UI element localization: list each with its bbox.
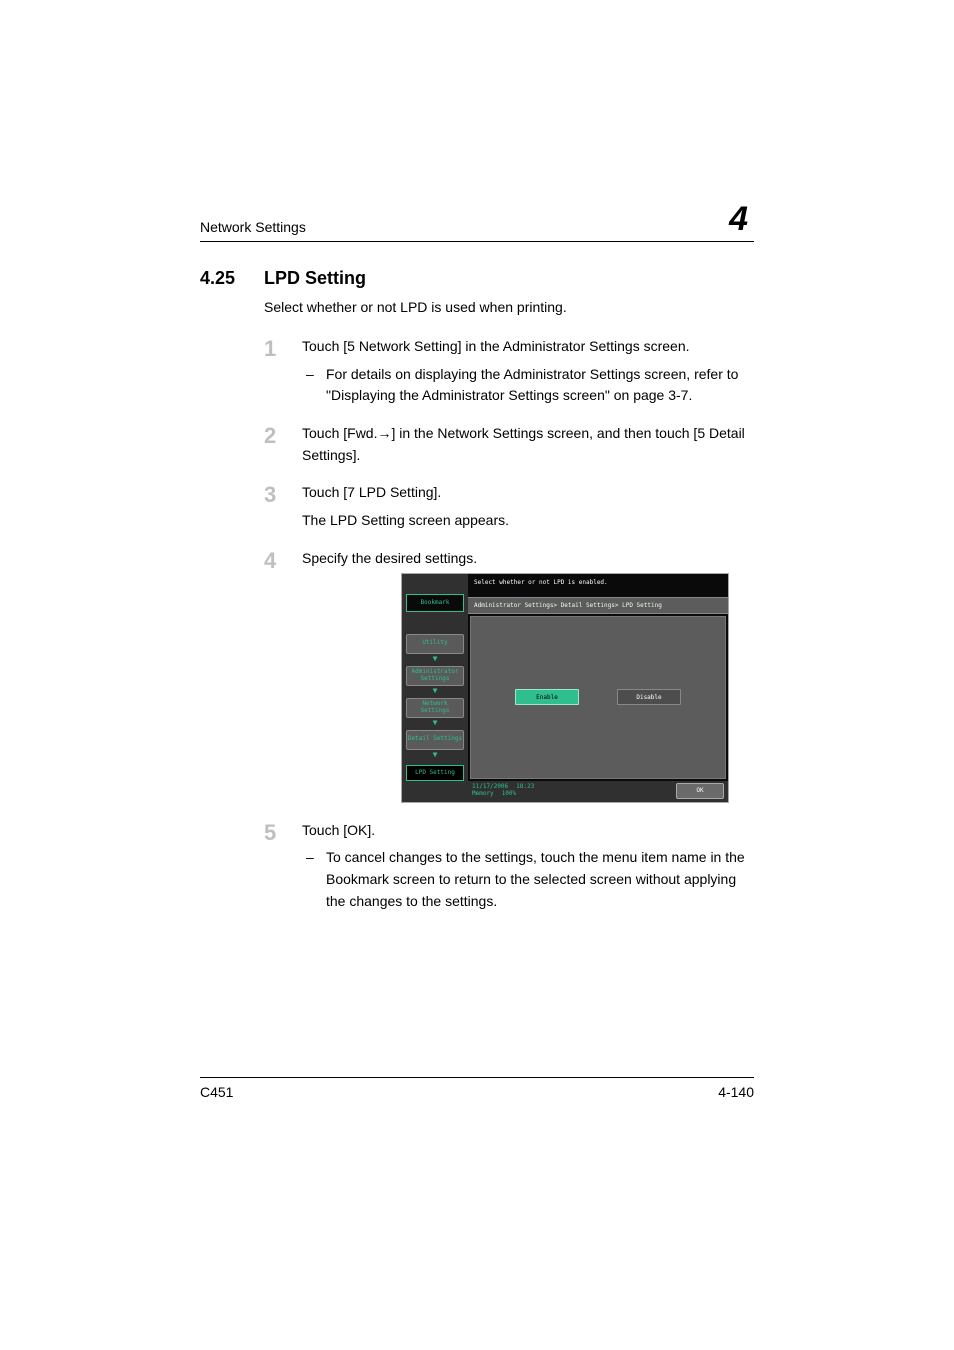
device-instruction: Select whether or not LPD is enabled. bbox=[468, 574, 728, 597]
section-intro: Select whether or not LPD is used when p… bbox=[264, 297, 754, 318]
chevron-down-icon: ▼ bbox=[433, 751, 438, 759]
nav-network-settings[interactable]: Network Settings bbox=[406, 698, 464, 718]
device-screenshot: Bookmark Utility ▼ Administrator Setting… bbox=[402, 574, 728, 802]
chevron-down-icon: ▼ bbox=[433, 655, 438, 663]
footer-memory-label: Memory bbox=[472, 791, 494, 798]
step-text: Touch [OK]. bbox=[302, 822, 375, 838]
step-5-sub-1: To cancel changes to the settings, touch… bbox=[302, 847, 754, 912]
running-title: Network Settings bbox=[200, 219, 306, 239]
device-sidebar: Bookmark Utility ▼ Administrator Setting… bbox=[402, 574, 468, 781]
step-1-sub: For details on displaying the Administra… bbox=[302, 364, 754, 407]
step-1-sub-1: For details on displaying the Administra… bbox=[302, 364, 754, 407]
footer-time: 18:23 bbox=[516, 784, 534, 791]
section-heading: 4.25 LPD Setting bbox=[200, 268, 754, 289]
running-header: Network Settings 4 bbox=[200, 200, 754, 242]
disable-button[interactable]: Disable bbox=[617, 689, 681, 705]
option-panel: Enable Disable bbox=[470, 616, 726, 778]
step-text: Specify the desired settings. bbox=[302, 550, 477, 566]
bookmark-button[interactable]: Bookmark bbox=[406, 594, 464, 612]
step-text: Touch [Fwd.→] in the Network Settings sc… bbox=[302, 425, 745, 463]
step-5: Touch [OK]. To cancel changes to the set… bbox=[264, 820, 754, 913]
step-text: Touch [7 LPD Setting]. bbox=[302, 484, 441, 500]
step-5-sub: To cancel changes to the settings, touch… bbox=[302, 847, 754, 912]
step-1: Touch [5 Network Setting] in the Adminis… bbox=[264, 336, 754, 407]
page-footer: C451 4-140 bbox=[200, 1077, 754, 1100]
step-3-extra: The LPD Setting screen appears. bbox=[302, 510, 754, 532]
nav-utility[interactable]: Utility bbox=[406, 634, 464, 654]
section-title: LPD Setting bbox=[264, 268, 366, 289]
step-3: Touch [7 LPD Setting]. The LPD Setting s… bbox=[264, 482, 754, 531]
chevron-down-icon: ▼ bbox=[433, 719, 438, 727]
step-4: Specify the desired settings. Bookmark U… bbox=[264, 548, 754, 802]
section-number: 4.25 bbox=[200, 268, 246, 289]
footer-memory-value: 100% bbox=[502, 791, 516, 798]
step-2: Touch [Fwd.→] in the Network Settings sc… bbox=[264, 423, 754, 466]
chapter-number: 4 bbox=[711, 200, 754, 239]
nav-admin-settings[interactable]: Administrator Settings bbox=[406, 666, 464, 686]
nav-detail-settings[interactable]: Detail Settings bbox=[406, 730, 464, 750]
footer-model: C451 bbox=[200, 1084, 233, 1100]
step-list: Touch [5 Network Setting] in the Adminis… bbox=[264, 336, 754, 912]
step-text: Touch [5 Network Setting] in the Adminis… bbox=[302, 338, 690, 354]
enable-button[interactable]: Enable bbox=[515, 689, 579, 705]
device-footer: 11/17/2006 18:23 Memory 100% OK bbox=[402, 781, 728, 802]
chevron-down-icon: ▼ bbox=[433, 687, 438, 695]
chapter-badge: 4 bbox=[703, 200, 754, 239]
ok-button[interactable]: OK bbox=[676, 783, 724, 799]
footer-page: 4-140 bbox=[718, 1084, 754, 1100]
nav-current[interactable]: LPD Setting bbox=[406, 765, 464, 781]
breadcrumb: Administrator Settings> Detail Settings>… bbox=[468, 597, 728, 614]
